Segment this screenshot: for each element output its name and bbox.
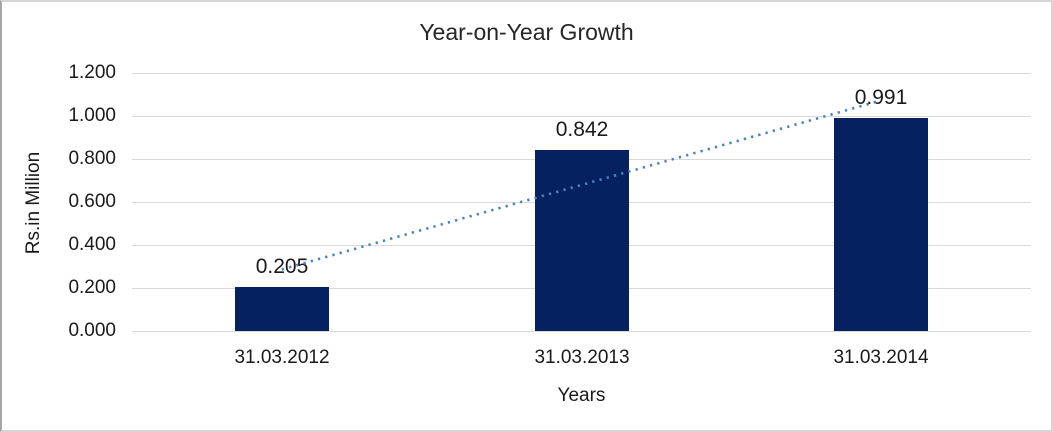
y-tick-label: 0.800 <box>68 148 116 169</box>
x-tick-label: 31.03.2013 <box>534 347 630 368</box>
bar-2014 <box>834 118 928 331</box>
x-tick-label: 31.03.2014 <box>833 347 929 368</box>
chart-title: Year-on-Year Growth <box>419 19 634 45</box>
bar-2013 <box>535 150 629 331</box>
plot-area <box>132 73 1031 332</box>
y-tick-label: 0.000 <box>68 320 116 341</box>
data-label: 0.205 <box>255 255 309 278</box>
x-tick-label: 31.03.2012 <box>234 347 330 368</box>
y-tick-label: 1.000 <box>68 105 116 126</box>
x-axis-title: Years <box>557 385 606 406</box>
y-tick-label: 1.200 <box>68 62 116 83</box>
y-tick-label: 0.200 <box>68 277 116 298</box>
y-tick-label: 0.600 <box>68 191 116 212</box>
y-tick-label: 0.400 <box>68 234 116 255</box>
data-label: 0.842 <box>555 118 609 141</box>
data-label: 0.991 <box>854 86 908 109</box>
bar-2012 <box>235 287 329 331</box>
